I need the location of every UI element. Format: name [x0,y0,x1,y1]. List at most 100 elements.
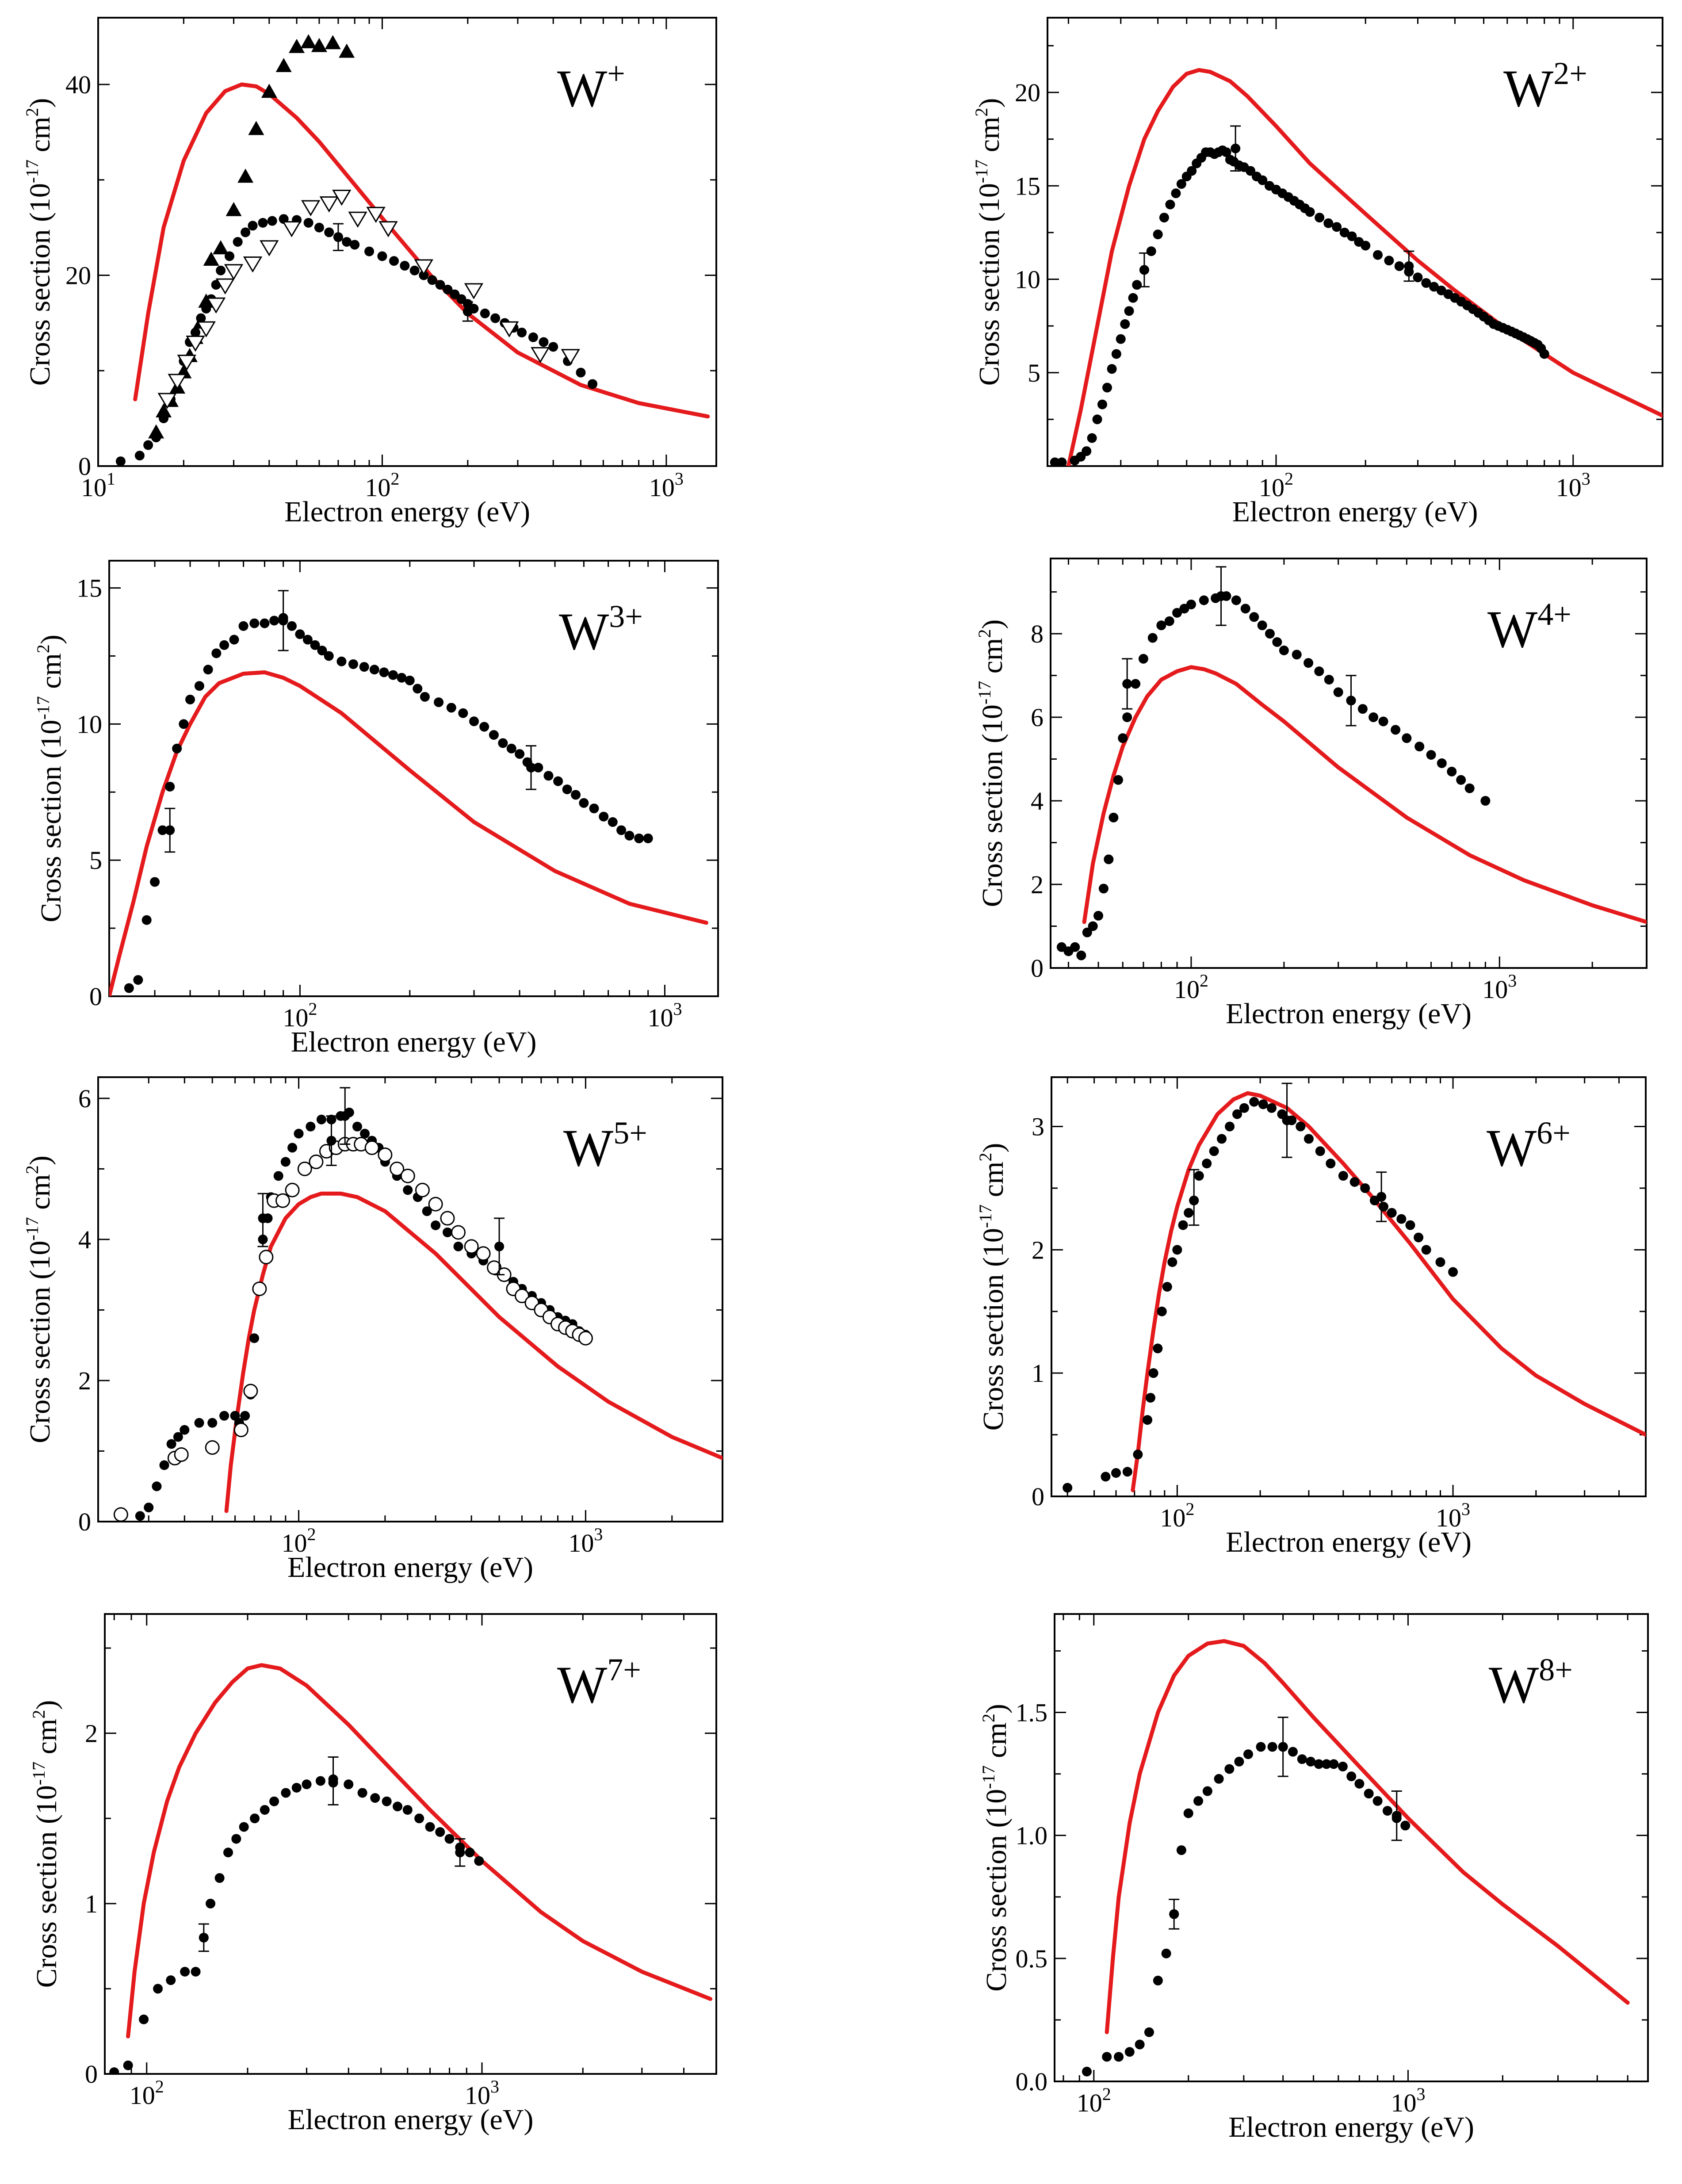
data-point-measured [287,1143,298,1153]
data-point-measured [1184,1208,1194,1218]
y-tick-label: 0 [78,1507,91,1536]
data-point-measured [444,1834,455,1844]
error-bar-point [1139,265,1149,275]
error-bar-point [199,1932,209,1943]
data-point-measured [287,621,297,631]
data-point-measured [1111,349,1121,359]
data-point-measured [152,1481,162,1492]
data-point-open-circle [476,1246,491,1261]
data-point-measured [260,1805,270,1815]
error-bar-point [455,1847,465,1858]
theory-curve [1066,68,1663,466]
data-point-measured [1172,608,1182,618]
data-point-measured [1082,927,1092,937]
data-point-measured [1101,1472,1111,1482]
data-point-measured [166,1975,176,1985]
data-point-measured [1113,775,1123,785]
data-point-measured [1167,1257,1177,1267]
data-point-measured [1391,725,1401,735]
y-tick-label: 0 [78,452,91,481]
data-point-measured [166,1439,176,1449]
error-bar-point [526,762,536,773]
data-point-measured [517,327,527,337]
data-point-measured [1361,241,1371,251]
data-point-measured [1120,319,1130,329]
data-point-measured [402,1805,413,1815]
data-layer [1056,566,1647,960]
data-point-measured [269,1796,279,1806]
error-bar-point [278,616,288,626]
data-layer [115,34,710,466]
data-point-measured [1116,334,1126,344]
y-axis-title: Cross section (10-17 cm2) [33,635,67,922]
data-point-measured [480,308,490,318]
data-point-measured [315,1776,325,1786]
x-tick-label: 102 [1259,469,1293,502]
data-point-measured [1396,1214,1407,1224]
data-layer [1050,68,1663,466]
data-point-measured [223,1847,233,1858]
data-point-measured [1373,250,1383,260]
data-point-measured [144,1503,154,1513]
chart-panel-W3: 102 103 0 5 10 15 Electron energy (eV) Cross se… [33,560,719,1058]
data-point-measured [123,2060,133,2070]
theory-curve [1131,1091,1646,1492]
data-point-measured [1225,1121,1235,1132]
data-point-measured [191,1966,201,1977]
data-point-measured [377,251,387,261]
data-point-measured [1426,750,1436,760]
error-bar-point [165,825,175,835]
data-point-open-circle [440,1211,455,1226]
data-point-measured [435,1827,445,1837]
y-tick-label: 0 [89,982,102,1011]
data-point-measured [1144,2027,1154,2037]
data-point-measured [316,1114,326,1125]
data-point-measured [230,1411,240,1421]
data-point-open-triangle [168,374,187,390]
data-point-measured [165,781,175,792]
data-point-measured [643,833,653,843]
data-point-measured [1221,147,1231,157]
data-point-open-triangle [215,278,235,295]
data-point-filled-triangle [198,293,214,308]
plot-frame [104,1613,717,2075]
x-axis-title: Electron energy (eV) [284,496,530,528]
data-point-measured [405,675,415,685]
data-point-measured [400,260,410,271]
data-point-measured [1124,2047,1135,2057]
error-bar-point [1216,591,1226,601]
data-point-measured [1421,278,1431,288]
data-point-measured [269,616,279,626]
error-bar-point [1169,1909,1179,1919]
data-point-measured [1349,1177,1360,1187]
data-point-open-triangle [206,297,226,314]
data-point-open-circle [390,1161,405,1176]
data-point-filled-triangle [237,168,254,183]
data-point-measured [291,1782,302,1793]
data-point-measured [1147,633,1158,643]
data-point-measured [397,673,407,683]
data-point-measured [1102,382,1112,393]
data-point-open-triangle [500,321,519,338]
data-point-measured [109,2067,119,2074]
data-point-measured [1098,884,1109,894]
data-point-measured [1539,349,1549,359]
y-tick-label: 15 [76,574,102,603]
data-point-measured [1199,595,1209,605]
data-point-open-circle [464,1239,479,1254]
y-axis-title: Cross section (10-17 cm2) [975,1143,1009,1431]
data-point-measured [1104,854,1114,864]
data-point-measured [474,1856,484,1866]
data-point-filled-triangle [289,38,305,53]
data-point-filled-triangle [325,35,341,50]
data-point-measured [1183,1808,1193,1818]
x-tick-label: 102 [1174,971,1208,1004]
y-tick-label: 15 [1015,172,1040,200]
data-point-measured [1171,188,1181,199]
x-tick-label: 102 [1160,1499,1194,1532]
data-point-measured [453,1241,463,1251]
data-point-open-circle [578,1331,593,1346]
data-point-measured [1480,796,1491,806]
y-tick-label: 0 [1031,954,1044,983]
data-point-measured [539,337,549,347]
